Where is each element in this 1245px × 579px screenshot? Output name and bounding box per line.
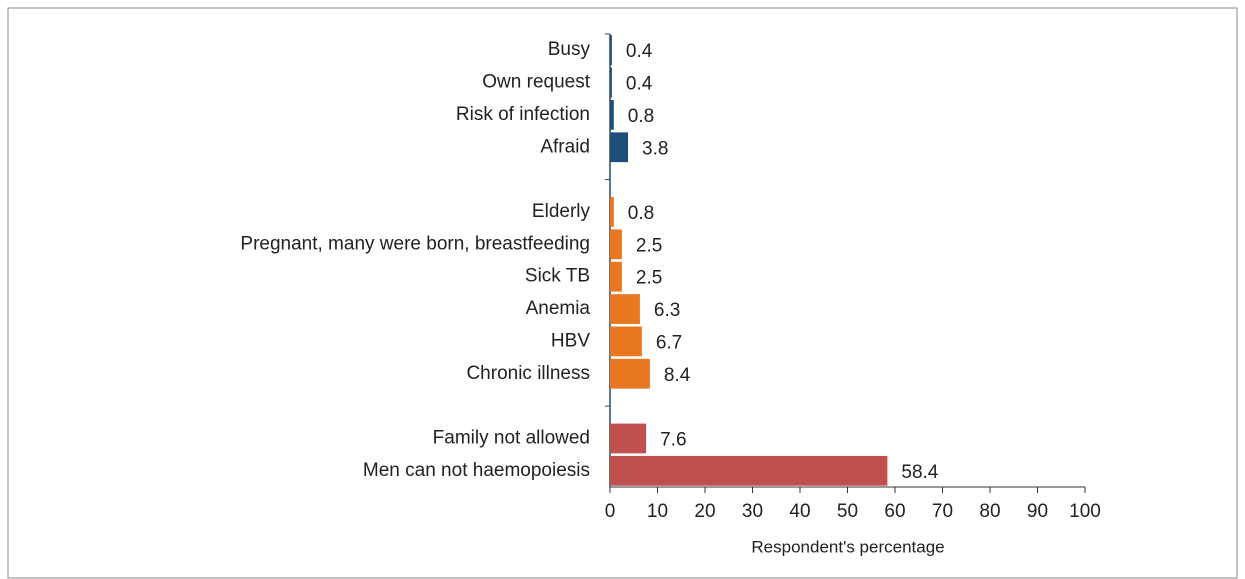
y-tick-label: Risk of infection [456, 104, 590, 125]
bar [610, 100, 614, 130]
x-tick-label: 50 [837, 501, 858, 522]
value-label: 3.8 [642, 138, 668, 159]
value-label: 7.6 [660, 429, 686, 450]
y-tick-label: Own request [482, 72, 590, 93]
x-tick-label: 10 [647, 501, 668, 522]
bar [610, 326, 642, 357]
bar [610, 197, 614, 227]
y-tick-label: HBV [551, 330, 590, 351]
bar [610, 423, 647, 454]
y-tick-label: Sick TB [525, 266, 590, 287]
value-label: 2.5 [636, 235, 662, 256]
value-label: 6.7 [656, 332, 682, 353]
y-tick-label: Pregnant, many were born, breastfeeding [240, 233, 590, 254]
value-label: 0.4 [626, 41, 653, 62]
value-label: 0.8 [628, 203, 654, 224]
y-tick-label: Elderly [532, 201, 591, 222]
bar [610, 35, 612, 66]
x-tick-label: 40 [789, 501, 810, 522]
y-tick-label: Busy [548, 39, 591, 60]
x-tick-label: 60 [884, 501, 905, 522]
bar [610, 294, 640, 324]
x-tick-label: 20 [694, 501, 715, 522]
x-tick-label: 30 [742, 501, 763, 522]
bar [610, 455, 888, 486]
value-label: 8.4 [664, 365, 691, 386]
value-label: 58.4 [901, 462, 938, 483]
value-label: 0.8 [628, 106, 654, 127]
value-label: 6.3 [654, 300, 680, 321]
x-tick-label: 90 [1027, 501, 1048, 522]
x-tick-label: 0 [605, 501, 616, 522]
bar [610, 67, 612, 98]
frame [7, 7, 1238, 579]
y-tick-label: Chronic illness [466, 363, 590, 384]
value-label: 0.4 [626, 74, 653, 95]
x-tick-label: 80 [979, 501, 1000, 522]
y-tick-label: Anemia [526, 298, 591, 319]
y-tick-label: Men can not haemopoiesis [363, 460, 590, 481]
y-tick-label: Family not allowed [433, 427, 590, 448]
bar [610, 132, 629, 163]
bar [610, 358, 650, 389]
x-tick-label: 70 [932, 501, 953, 522]
y-tick-label: Afraid [540, 136, 590, 157]
bar [610, 229, 622, 260]
x-axis-title: Respondent's percentage [751, 537, 944, 556]
value-label: 2.5 [636, 268, 662, 289]
x-tick-label: 100 [1069, 501, 1101, 522]
bar [610, 261, 622, 292]
